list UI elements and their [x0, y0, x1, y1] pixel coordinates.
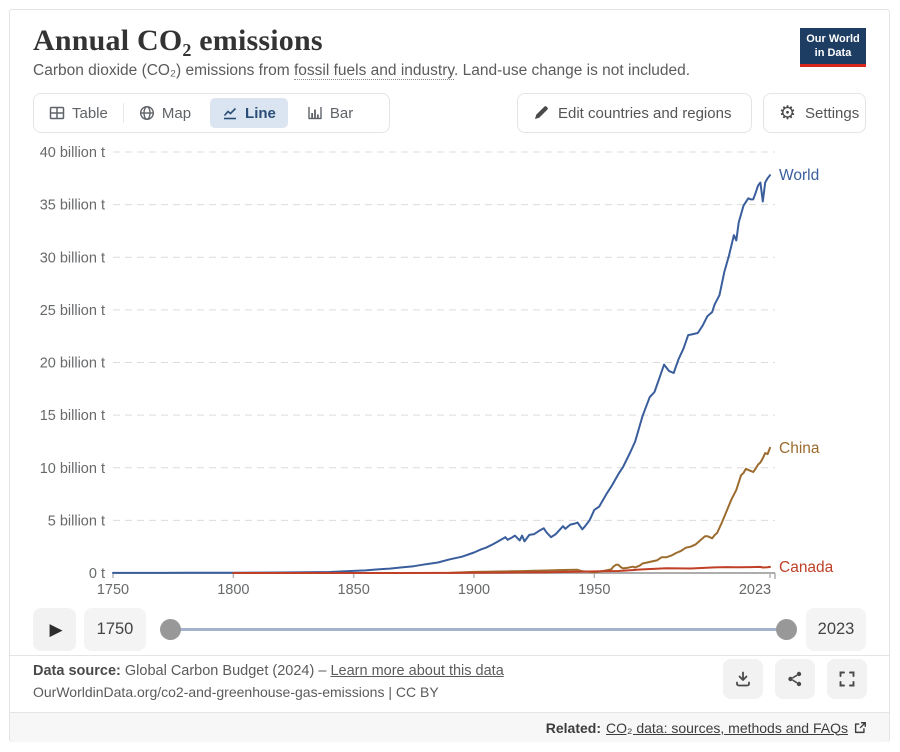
play-icon: ▶ [49, 619, 63, 639]
series-line-canada[interactable] [232, 565, 771, 574]
tab-map[interactable]: Map [124, 94, 206, 132]
tab-label: Line [245, 104, 276, 122]
data-source-text: Global Carbon Budget (2024) [124, 663, 315, 679]
series-line-world[interactable] [112, 174, 771, 574]
pencil-icon [535, 106, 548, 119]
owid-logo-line2: in Data [814, 47, 852, 60]
edit-countries-label: Edit countries and regions [558, 104, 732, 122]
x-axis-tick-label: 1900 [458, 582, 490, 598]
data-source-label: Data source: [33, 663, 121, 679]
tab-bar[interactable]: Bar [292, 94, 368, 132]
tab-label: Map [161, 104, 192, 122]
start-year-box[interactable]: 1750 [84, 608, 146, 651]
fullscreen-button[interactable] [827, 659, 867, 699]
end-year-box[interactable]: 2023 [806, 608, 866, 651]
footer-divider [10, 655, 889, 656]
series-label-canada[interactable]: Canada [779, 559, 834, 576]
x-axis-tick-label: 1750 [97, 582, 129, 598]
line-chart-plot[interactable]: 0 t 5 billion t 10 billion t 15 billion t 20… [10, 140, 890, 600]
timeline-slider[interactable] [160, 608, 797, 651]
line-chart-icon [223, 107, 237, 120]
series-label-china[interactable]: China [779, 440, 820, 457]
related-bar: Related: CO₂ data: sources, methods and … [10, 712, 889, 742]
table-icon [49, 106, 65, 120]
gear-icon: ⚙ [779, 102, 797, 124]
owid-logo-line1: Our World [806, 33, 860, 45]
view-tab-group: Table Map Line Bar [33, 93, 390, 133]
subtitle-text: Carbon dioxide (CO₂) emissions from [33, 62, 294, 79]
y-axis-tick-label: 20 billion t [40, 356, 105, 372]
download-button[interactable] [723, 659, 763, 699]
data-source-line: Data source: Global Carbon Budget (2024)… [33, 663, 504, 679]
fullscreen-icon [839, 671, 855, 687]
subtitle-text-suffix: . Land-use change is not included. [453, 62, 691, 79]
share-button[interactable] [775, 659, 815, 699]
chart-subtitle: Carbon dioxide (CO₂) emissions from foss… [33, 62, 690, 80]
y-axis-tick-label: 25 billion t [40, 303, 105, 319]
tab-label: Bar [329, 104, 354, 122]
series-label-world[interactable]: World [779, 167, 819, 184]
share-icon [788, 671, 802, 687]
play-button[interactable]: ▶ [33, 608, 76, 651]
tab-label: Table [72, 104, 108, 122]
settings-label: Settings [805, 104, 860, 122]
slider-handle-end[interactable] [776, 619, 797, 640]
series-line-china[interactable] [448, 446, 771, 574]
settings-button[interactable]: ⚙ Settings [763, 93, 866, 133]
download-icon [736, 671, 750, 687]
x-axis-tick-label: 1950 [578, 582, 610, 598]
tab-table[interactable]: Table [34, 94, 123, 132]
y-axis-tick-label: 5 billion t [48, 513, 105, 529]
x-axis-tick-label: 1850 [338, 582, 370, 598]
y-axis-tick-label: 30 billion t [40, 250, 105, 266]
tab-line[interactable]: Line [210, 98, 288, 128]
learn-more-link[interactable]: Learn more about this data [330, 663, 504, 679]
owid-logo[interactable]: Our World in Data [800, 28, 866, 67]
globe-icon [139, 105, 154, 121]
external-link-icon [854, 721, 866, 733]
bar-chart-icon [308, 107, 322, 120]
related-link[interactable]: CO₂ data: sources, methods and FAQs [606, 719, 848, 736]
x-axis-tick-label: 1800 [217, 582, 249, 598]
chart-card: Annual CO₂ emissions Carbon dioxide (CO₂… [9, 9, 890, 742]
slider-track[interactable] [171, 628, 786, 631]
data-source-separator: – [318, 663, 327, 679]
y-axis-tick-label: 10 billion t [40, 461, 105, 477]
y-axis-tick-label: 15 billion t [40, 408, 105, 424]
tab-divider [122, 103, 124, 123]
slider-handle-start[interactable] [160, 619, 181, 640]
subtitle-term-link[interactable]: fossil fuels and industry [294, 62, 454, 80]
edit-countries-button[interactable]: Edit countries and regions [517, 93, 752, 133]
y-axis-tick-label: 0 t [89, 566, 105, 582]
page-title: Annual CO₂ emissions [33, 24, 323, 57]
x-axis-tick-label: 2023 [739, 582, 771, 598]
y-axis-tick-label: 35 billion t [40, 198, 105, 214]
citation-line: OurWorldinData.org/co2-and-greenhouse-ga… [33, 684, 439, 700]
related-label: Related: [545, 719, 601, 736]
y-axis-tick-label: 40 billion t [40, 145, 105, 161]
